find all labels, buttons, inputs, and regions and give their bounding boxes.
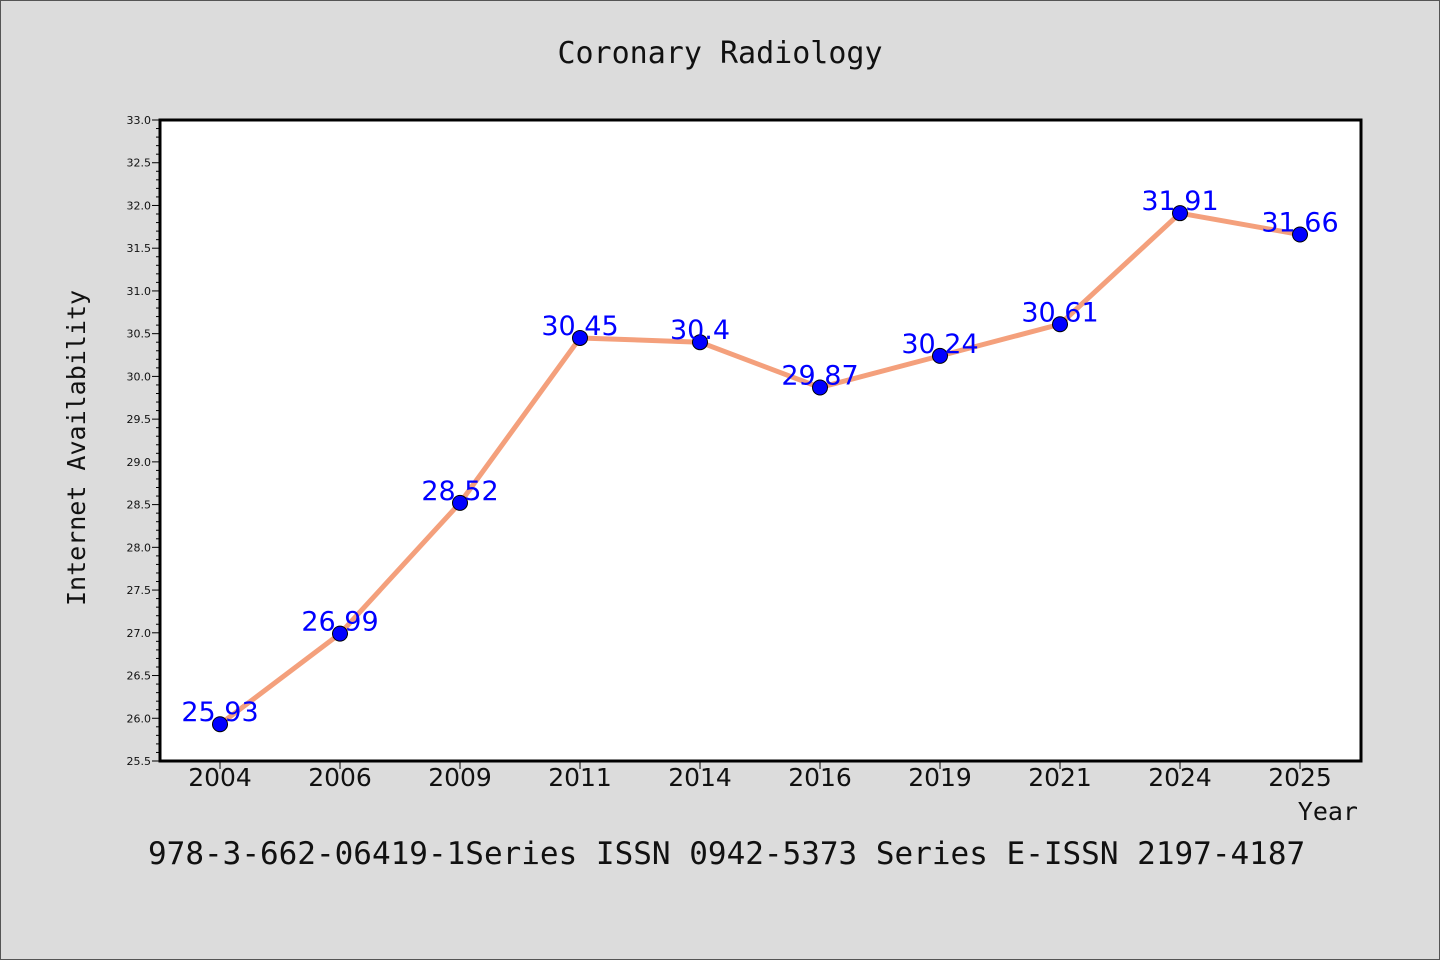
data-label: 29.87: [781, 361, 858, 392]
x-tick-label: 2025: [1268, 763, 1332, 792]
data-label: 30.45: [541, 311, 618, 342]
y-tick-label: 31.0: [127, 285, 152, 298]
y-tick-label: 32.5: [127, 157, 152, 170]
y-tick-label: 31.5: [127, 242, 152, 255]
y-tick-label: 27.5: [127, 584, 152, 597]
x-tick-label: 2016: [788, 763, 852, 792]
x-tick-label: 2014: [668, 763, 732, 792]
y-axis-label: Internet Availability: [62, 290, 91, 606]
data-label: 31.91: [1141, 186, 1218, 217]
x-tick-label: 2024: [1148, 763, 1212, 792]
y-tick-label: 28.5: [127, 499, 152, 512]
y-axis: 25.5 26.0 26.5 27.0 27.5 28.0 28.5 29.0 29.5 30.0…: [127, 114, 161, 768]
data-point: [452, 494, 468, 511]
data-point: [332, 625, 348, 642]
x-tick-label: 2009: [428, 763, 492, 792]
y-tick-label: 33.0: [127, 114, 152, 127]
y-tick-label: 26.5: [127, 670, 152, 683]
y-tick-label: 27.0: [127, 627, 152, 640]
data-label: 31.66: [1261, 208, 1338, 239]
y-tick-label: 30.0: [127, 370, 152, 383]
y-tick-label: 26.0: [127, 712, 152, 725]
footer-isbn-issn: 978-3-662-06419-1Series ISSN 0942-5373 S…: [148, 836, 1305, 872]
data-label: 26.99: [301, 607, 378, 638]
data-point: [572, 329, 588, 346]
y-tick-label: 29.0: [127, 456, 152, 469]
x-tick-label: 2011: [548, 763, 612, 792]
data-label: 30.4: [670, 315, 730, 346]
data-label: 30.24: [901, 329, 978, 360]
y-tick-label: 25.5: [127, 755, 152, 768]
data-point: [812, 379, 828, 396]
data-point: [1172, 205, 1188, 222]
y-tick-label: 30.5: [127, 328, 152, 341]
data-point: [932, 347, 948, 364]
data-points: [212, 205, 1308, 733]
data-label: 25.93: [181, 697, 258, 728]
y-tick-label: 32.0: [127, 199, 152, 212]
x-tick-label: 2021: [1028, 763, 1092, 792]
y-tick-label: 28.0: [127, 541, 152, 554]
data-point: [212, 716, 228, 733]
x-tick-label: 2004: [188, 763, 252, 792]
x-tick-label: 2019: [908, 763, 972, 792]
plot-area: [158, 118, 1363, 763]
chart-title: Coronary Radiology: [557, 36, 882, 71]
data-label: 30.61: [1021, 297, 1098, 328]
data-label: 28.52: [421, 476, 498, 507]
data-point: [692, 334, 708, 351]
series-line: [218, 210, 1301, 727]
data-point: [1052, 316, 1068, 333]
x-axis: 2004 2006 2009 2011 2014 2016 2019 2021 2024 2025: [188, 760, 1332, 792]
x-axis-label: Year: [1298, 797, 1358, 826]
y-tick-label: 29.5: [127, 413, 152, 426]
x-tick-label: 2006: [308, 763, 372, 792]
data-labels: 25.93 26.99 28.52 30.45 30.4 29.87 30.24 30.61 3…: [181, 186, 1338, 728]
data-point: [1292, 226, 1308, 243]
